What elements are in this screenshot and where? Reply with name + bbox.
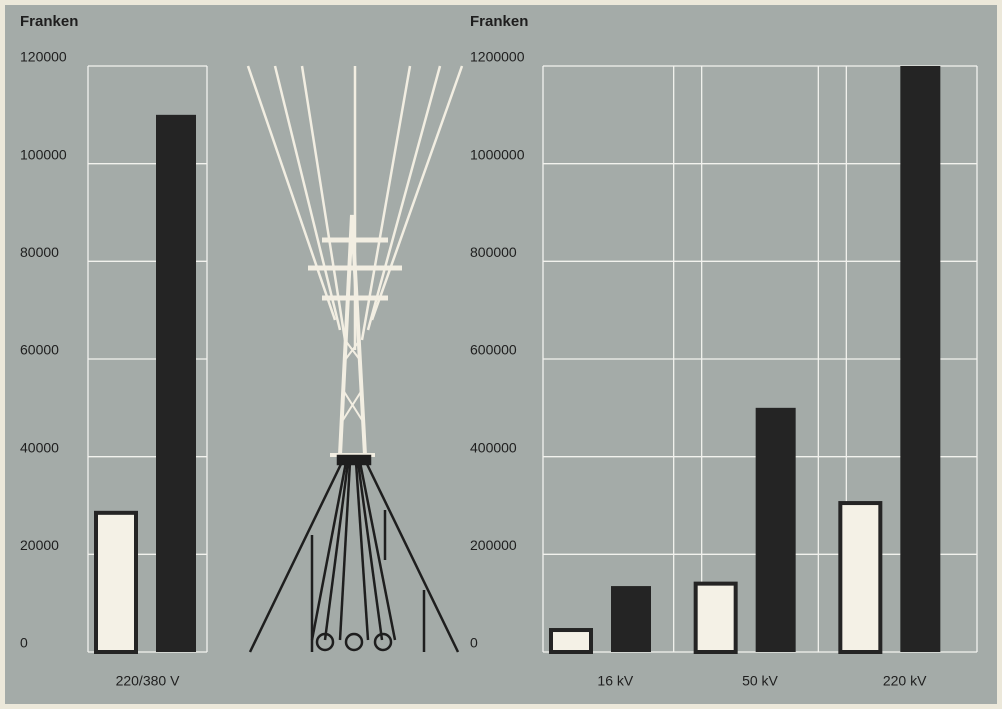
y-tick-label: 0	[470, 635, 478, 651]
x-tick-label: 16 kV	[597, 673, 633, 689]
x-tick-label: 220/380 V	[116, 673, 180, 689]
y-tick-label: 1200000	[470, 49, 525, 65]
x-tick-label: 220 kV	[883, 673, 927, 689]
y-tick-label: 1000000	[470, 146, 525, 162]
y-tick-label: 100000	[20, 146, 67, 162]
y-axis-label: Franken	[20, 13, 78, 30]
bar	[94, 510, 138, 655]
y-tick-label: 40000	[20, 439, 59, 455]
y-tick-label: 0	[20, 635, 28, 651]
bar	[755, 407, 796, 652]
y-tick-label: 600000	[470, 342, 517, 358]
bar	[156, 114, 196, 653]
y-tick-label: 80000	[20, 244, 59, 260]
y-axis-label: Franken	[470, 13, 528, 30]
x-tick-label: 50 kV	[742, 673, 778, 689]
pylon-roots	[248, 454, 460, 653]
bar	[611, 586, 651, 652]
y-tick-label: 60000	[20, 342, 59, 358]
bar	[549, 628, 593, 655]
bar	[900, 66, 941, 652]
y-tick-label: 120000	[20, 49, 67, 65]
y-tick-label: 20000	[20, 537, 59, 553]
y-tick-label: 800000	[470, 244, 517, 260]
y-tick-label: 200000	[470, 537, 517, 553]
bar	[838, 501, 883, 654]
bar	[693, 581, 738, 655]
y-tick-label: 400000	[470, 439, 517, 455]
